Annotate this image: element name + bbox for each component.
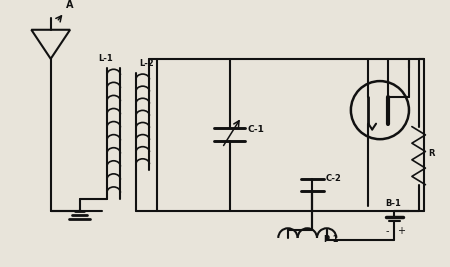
Text: A: A <box>66 0 74 10</box>
Text: B-1: B-1 <box>385 199 400 208</box>
Text: P-1: P-1 <box>323 235 338 244</box>
Text: -: - <box>386 226 389 236</box>
Text: R: R <box>428 149 435 158</box>
Text: C-1: C-1 <box>247 125 264 134</box>
Text: L-1: L-1 <box>98 54 113 63</box>
Text: C-2: C-2 <box>326 174 342 183</box>
Text: L-2: L-2 <box>139 58 153 68</box>
Text: +: + <box>397 226 405 236</box>
